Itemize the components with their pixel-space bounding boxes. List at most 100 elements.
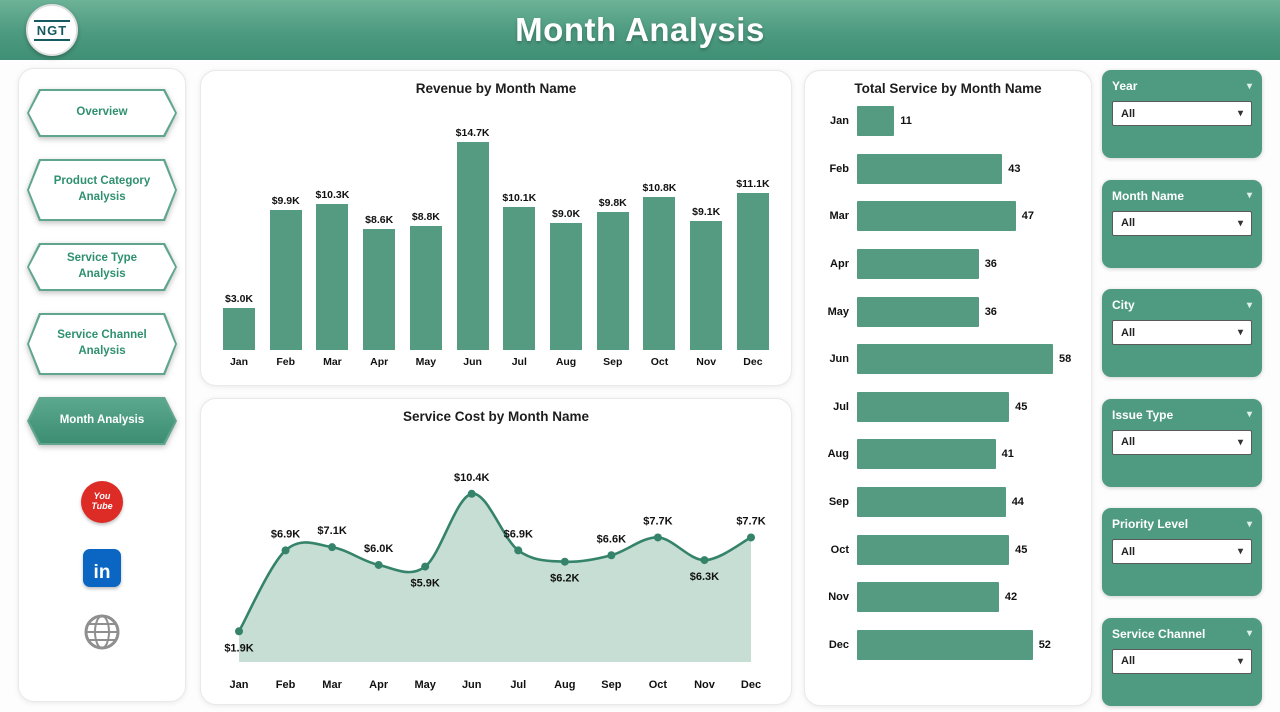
chevron-down-icon[interactable]: ▾ bbox=[1246, 299, 1252, 311]
data-point[interactable] bbox=[747, 533, 755, 542]
total-service-bar[interactable] bbox=[857, 582, 999, 613]
chevron-down-icon[interactable]: ▾ bbox=[1246, 409, 1252, 421]
total-service-bar[interactable] bbox=[857, 106, 895, 136]
dropdown-value: All bbox=[1121, 545, 1136, 558]
sidebar-item-overview[interactable]: Overview bbox=[27, 89, 177, 137]
y-axis-label: Jul bbox=[833, 400, 849, 413]
x-axis-label: Feb bbox=[276, 356, 296, 368]
slicer-priority-level: Priority Level ▾ All ▾ bbox=[1102, 508, 1262, 597]
bar-value-label: $10.8K bbox=[642, 182, 677, 195]
revenue-bar[interactable] bbox=[550, 222, 583, 350]
bar-value-label: $8.8K bbox=[411, 210, 440, 223]
point-value-label: $6.2K bbox=[550, 573, 579, 585]
data-point[interactable] bbox=[328, 543, 337, 552]
chevron-down-icon[interactable]: ▾ bbox=[1246, 190, 1252, 202]
revenue-bar[interactable] bbox=[596, 211, 629, 350]
total-service-row: Feb 43 bbox=[819, 153, 1077, 184]
chevron-down-icon[interactable]: ▾ bbox=[1246, 628, 1252, 640]
sidebar-item-month-analysis[interactable]: Month Analysis bbox=[27, 397, 177, 445]
revenue-bar[interactable] bbox=[269, 210, 302, 350]
x-axis-label: Nov bbox=[696, 356, 717, 368]
sidebar-item-product-category-analysis[interactable]: Product Category Analysis bbox=[27, 159, 177, 221]
bar-value-label: 36 bbox=[984, 305, 997, 318]
total-service-bar[interactable] bbox=[857, 153, 1003, 184]
youtube-icon[interactable]: You Tube bbox=[81, 481, 123, 523]
year-dropdown[interactable]: All ▾ bbox=[1112, 101, 1252, 126]
bar-value-label: 45 bbox=[1015, 543, 1028, 556]
service-channel-dropdown[interactable]: All ▾ bbox=[1112, 648, 1252, 674]
sidebar-nav: Overview Product Category Analysis Servi… bbox=[18, 68, 186, 702]
revenue-bar[interactable] bbox=[643, 197, 676, 350]
total-service-bar[interactable] bbox=[857, 344, 1053, 375]
revenue-chart-panel: Revenue by Month Name $3.0K Jan $9.9K Feb $1… bbox=[200, 70, 792, 386]
data-point[interactable] bbox=[514, 546, 523, 555]
data-point[interactable] bbox=[467, 489, 476, 498]
slicer-label: City bbox=[1112, 298, 1135, 313]
point-value-label: $5.9K bbox=[411, 578, 440, 590]
revenue-bar-group: $9.9K Feb bbox=[264, 102, 308, 368]
slicer-label: Service Channel bbox=[1112, 626, 1206, 641]
dropdown-value: All bbox=[1121, 436, 1136, 449]
revenue-bar[interactable] bbox=[316, 204, 349, 350]
revenue-bar[interactable] bbox=[456, 142, 489, 350]
total-service-bar[interactable] bbox=[857, 439, 996, 470]
point-value-label: $6.6K bbox=[597, 533, 626, 545]
data-point[interactable] bbox=[374, 560, 383, 569]
revenue-bar[interactable] bbox=[363, 228, 396, 350]
total-service-bar[interactable] bbox=[857, 629, 1033, 660]
bar-value-label: $10.3K bbox=[315, 189, 350, 202]
sidebar-item-service-channel-analysis[interactable]: Service Channel Analysis bbox=[27, 313, 177, 375]
x-axis-label: May bbox=[414, 679, 436, 691]
point-value-label: $6.0K bbox=[364, 543, 393, 555]
revenue-bar[interactable] bbox=[223, 307, 255, 350]
data-point[interactable] bbox=[560, 557, 569, 566]
bar-value-label: 42 bbox=[1004, 591, 1018, 604]
total-service-bar[interactable] bbox=[857, 248, 979, 279]
data-point[interactable] bbox=[653, 533, 662, 542]
revenue-bar[interactable] bbox=[690, 221, 723, 350]
linkedin-icon[interactable]: in bbox=[83, 549, 121, 587]
x-axis-label: Jun bbox=[462, 679, 482, 691]
data-point[interactable] bbox=[281, 546, 290, 555]
y-axis-label: May bbox=[827, 305, 849, 318]
revenue-bar-group: $14.7K Jun bbox=[451, 102, 495, 368]
priority-level-dropdown[interactable]: All ▾ bbox=[1112, 539, 1252, 565]
issue-type-dropdown[interactable]: All ▾ bbox=[1112, 429, 1252, 455]
page-title: Month Analysis bbox=[515, 11, 765, 48]
data-point[interactable] bbox=[421, 562, 430, 571]
chevron-down-icon[interactable]: ▾ bbox=[1246, 80, 1252, 92]
total-service-bar[interactable] bbox=[857, 296, 979, 327]
dropdown-value: All bbox=[1121, 217, 1136, 230]
revenue-bar[interactable] bbox=[503, 207, 536, 350]
city-dropdown[interactable]: All ▾ bbox=[1112, 320, 1252, 346]
revenue-bar-group: $11.1K Dec bbox=[731, 102, 775, 368]
x-axis-label: Jul bbox=[511, 356, 527, 368]
revenue-bar-group: $10.1K Jul bbox=[497, 102, 541, 368]
data-point[interactable] bbox=[700, 556, 709, 565]
month-name-dropdown[interactable]: All ▾ bbox=[1112, 210, 1252, 236]
bar-value-label: 11 bbox=[900, 115, 912, 127]
total-service-bar[interactable] bbox=[857, 201, 1016, 232]
x-axis-label: Mar bbox=[322, 679, 342, 691]
sidebar-item-service-type-analysis[interactable]: Service Type Analysis bbox=[27, 243, 177, 291]
globe-icon[interactable] bbox=[83, 613, 121, 651]
revenue-bar-group: $8.6K Apr bbox=[357, 102, 401, 368]
chevron-down-icon[interactable]: ▾ bbox=[1246, 518, 1252, 530]
data-point[interactable] bbox=[235, 627, 243, 636]
y-axis-label: Nov bbox=[828, 591, 849, 604]
revenue-bar[interactable] bbox=[409, 225, 442, 350]
total-service-row: Jul 45 bbox=[819, 391, 1077, 422]
total-service-bar[interactable] bbox=[857, 534, 1010, 565]
y-axis-label: Oct bbox=[830, 543, 849, 556]
x-axis-label: Dec bbox=[741, 679, 761, 691]
service-cost-chart-plot: $1.9K Jan $6.9K Feb $7.1K Mar $6.0K Apr $5.9K May… bbox=[201, 424, 791, 699]
chevron-down-icon: ▾ bbox=[1237, 217, 1243, 229]
total-service-bar[interactable] bbox=[857, 487, 1006, 517]
dropdown-value: All bbox=[1121, 107, 1136, 120]
revenue-bar[interactable] bbox=[736, 193, 769, 350]
x-axis-label: Oct bbox=[650, 356, 669, 368]
data-point[interactable] bbox=[607, 551, 616, 560]
point-value-label: $7.1K bbox=[317, 525, 346, 537]
total-service-bar[interactable] bbox=[857, 391, 1010, 422]
service-cost-svg: $1.9K Jan $6.9K Feb $7.1K Mar $6.0K Apr $5.9K May… bbox=[224, 472, 765, 691]
